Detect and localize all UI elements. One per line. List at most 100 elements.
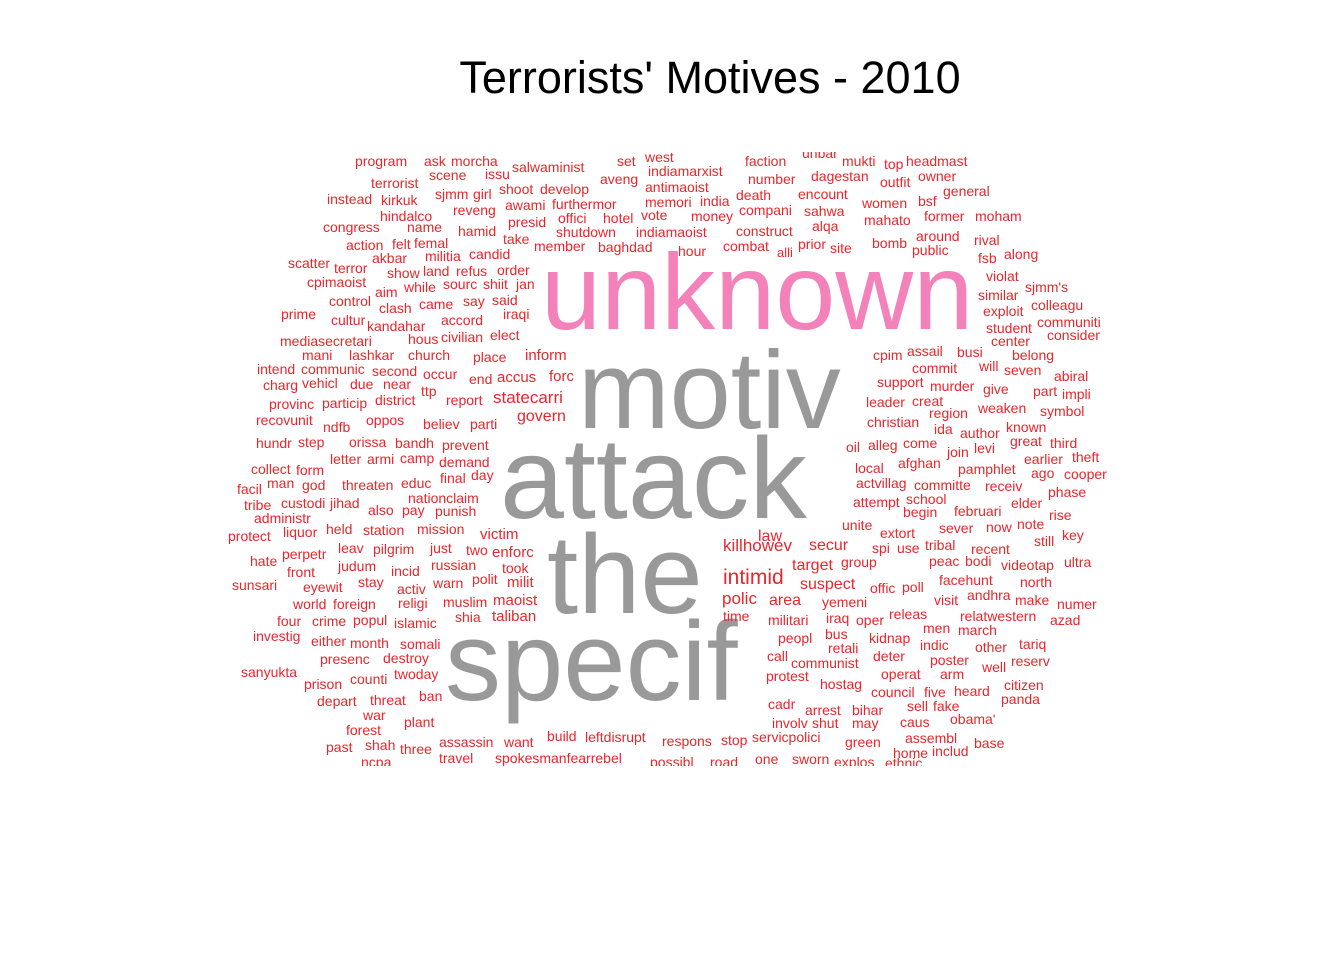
cloud-word: levi bbox=[974, 440, 996, 456]
cloud-word: presid bbox=[508, 214, 547, 230]
cloud-word: committe bbox=[914, 477, 971, 493]
cloud-word: land bbox=[423, 263, 450, 279]
cloud-word: andhra bbox=[967, 587, 1011, 603]
cloud-word: iraqi bbox=[503, 306, 530, 322]
cloud-word: bus bbox=[825, 626, 848, 642]
cloud-word: bomb bbox=[872, 235, 908, 251]
cloud-word: general bbox=[943, 183, 990, 199]
cloud-word: actvillag bbox=[856, 475, 907, 491]
cloud-word: prime bbox=[281, 306, 317, 322]
cloud-word: christian bbox=[867, 414, 920, 430]
cloud-word: site bbox=[830, 240, 852, 256]
cloud-word: unite bbox=[842, 517, 873, 533]
cloud-word: arm bbox=[940, 666, 965, 682]
cloud-word: dagestan bbox=[811, 168, 869, 184]
cloud-word: unbar bbox=[802, 152, 838, 161]
cloud-word: assail bbox=[907, 343, 943, 359]
cloud-word: while bbox=[404, 279, 436, 295]
cloud-word: indiamarxist bbox=[648, 163, 723, 179]
cloud-word: explos bbox=[834, 754, 875, 766]
cloud-word: control bbox=[329, 293, 372, 309]
cloud-word: religi bbox=[398, 595, 428, 611]
cloud-word: vehicl bbox=[302, 375, 338, 391]
cloud-word: set bbox=[617, 153, 636, 169]
cloud-word: member bbox=[534, 238, 586, 254]
cloud-word: kandahar bbox=[367, 318, 426, 334]
cloud-word: administr bbox=[254, 510, 311, 526]
cloud-word-big: attack bbox=[500, 415, 807, 543]
cloud-word: alleg bbox=[868, 437, 898, 453]
cloud-word: retali bbox=[828, 640, 859, 656]
cloud-word: want bbox=[504, 734, 534, 750]
cloud-word: come bbox=[903, 435, 938, 451]
cloud-word: step bbox=[298, 434, 325, 450]
cloud-word: headmast bbox=[906, 153, 968, 169]
cloud-word: pamphlet bbox=[958, 461, 1016, 477]
cloud-word: iraq bbox=[826, 610, 850, 626]
cloud-word: take bbox=[503, 231, 530, 247]
cloud-word: maoist bbox=[493, 592, 538, 609]
cloud-word: offic bbox=[870, 580, 896, 596]
cloud-word: obama' bbox=[950, 711, 996, 727]
cloud-word: femal bbox=[414, 235, 449, 251]
cloud-word: judum bbox=[338, 558, 377, 574]
cloud-word: investig bbox=[253, 628, 301, 644]
cloud-word: victim bbox=[480, 526, 519, 543]
cloud-word: sever bbox=[939, 520, 974, 536]
cloud-word: pilgrim bbox=[373, 541, 415, 557]
cloud-word: ban bbox=[419, 688, 443, 704]
cloud-word: near bbox=[383, 376, 412, 392]
cloud-word: accus bbox=[497, 369, 537, 386]
cloud-word-big: the bbox=[547, 512, 703, 637]
cloud-word: aim bbox=[375, 284, 398, 300]
cloud-word: will bbox=[979, 358, 999, 374]
cloud-word: student bbox=[986, 320, 1032, 336]
word-cloud-clip: unknown motiv attack the specif program a… bbox=[0, 152, 1344, 766]
cloud-word: ethnic bbox=[885, 755, 923, 766]
cloud-word: key bbox=[1062, 527, 1084, 543]
cloud-word: stop bbox=[721, 732, 748, 748]
cloud-word: involv bbox=[772, 715, 808, 731]
cloud-word: accord bbox=[441, 312, 484, 328]
cloud-word: shia bbox=[455, 609, 481, 625]
cloud-word: elect bbox=[490, 327, 520, 343]
cloud-word: mission bbox=[417, 521, 465, 537]
cloud-word: outfit bbox=[880, 174, 911, 190]
cloud-word: extort bbox=[880, 525, 916, 541]
cloud-word: peopl bbox=[778, 630, 813, 646]
cloud-word: terror bbox=[334, 260, 368, 276]
cloud-word: west bbox=[645, 152, 674, 165]
cloud-word: provinc bbox=[269, 396, 315, 412]
cloud-word: armi bbox=[367, 451, 395, 467]
cloud-word: seven bbox=[1004, 362, 1042, 378]
cloud-word: charg bbox=[263, 377, 299, 393]
cloud-word-big: unknown bbox=[541, 231, 974, 352]
cloud-word: govern bbox=[517, 408, 566, 425]
cloud-word: three bbox=[400, 741, 432, 757]
cloud-word: antimaoist bbox=[645, 179, 709, 195]
cloud-word: road bbox=[710, 754, 739, 766]
cloud-word: still bbox=[1034, 533, 1055, 549]
cloud-word: area bbox=[769, 592, 802, 609]
cloud-word: milit bbox=[507, 574, 534, 591]
cloud-word: clash bbox=[379, 300, 412, 316]
cloud-word: ncpa bbox=[361, 754, 392, 766]
cloud-word: issu bbox=[485, 166, 510, 182]
cloud-word: council bbox=[871, 684, 915, 700]
cloud-word: arrest bbox=[805, 702, 841, 718]
cloud-word: militari bbox=[768, 612, 809, 628]
cloud-word: impli bbox=[1062, 386, 1091, 402]
cloud-word: terrorist bbox=[371, 175, 419, 191]
cloud-word: scene bbox=[429, 167, 467, 183]
cloud-word: shut bbox=[812, 715, 839, 731]
cloud-word: violat bbox=[986, 268, 1019, 284]
cloud-word: custodi bbox=[281, 495, 326, 511]
cloud-word: call bbox=[767, 648, 789, 664]
cloud-word: four bbox=[277, 613, 302, 629]
cloud-word: alqa bbox=[812, 218, 839, 234]
cloud-word: tribe bbox=[244, 497, 272, 513]
cloud-word: law bbox=[758, 528, 783, 545]
cloud-word: warn bbox=[433, 575, 464, 591]
cloud-word: releas bbox=[889, 606, 928, 622]
